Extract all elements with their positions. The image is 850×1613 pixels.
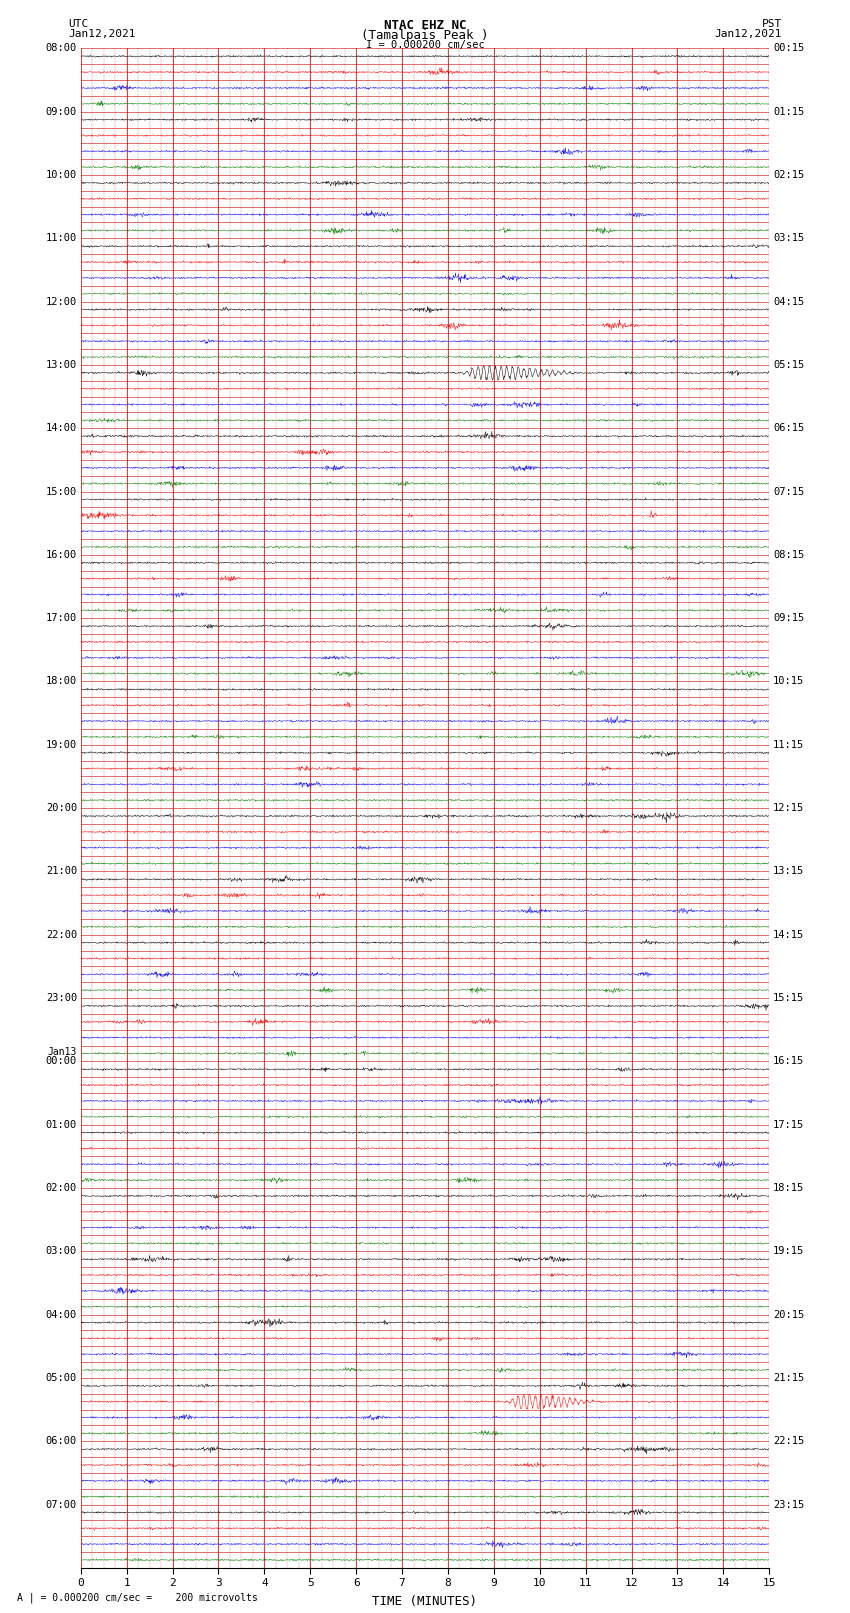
Text: (Tamalpais Peak ): (Tamalpais Peak ): [361, 29, 489, 42]
Text: 16:15: 16:15: [773, 1057, 804, 1066]
Text: Jan12,2021: Jan12,2021: [715, 29, 782, 39]
Text: 03:00: 03:00: [46, 1247, 77, 1257]
Text: 18:00: 18:00: [46, 676, 77, 687]
Text: 04:15: 04:15: [773, 297, 804, 306]
Text: 06:15: 06:15: [773, 423, 804, 434]
Text: 20:15: 20:15: [773, 1310, 804, 1319]
Text: 21:15: 21:15: [773, 1373, 804, 1382]
Text: 14:15: 14:15: [773, 929, 804, 940]
Text: 09:15: 09:15: [773, 613, 804, 623]
Text: 12:00: 12:00: [46, 297, 77, 306]
Text: 14:00: 14:00: [46, 423, 77, 434]
Text: 12:15: 12:15: [773, 803, 804, 813]
Text: I = 0.000200 cm/sec: I = 0.000200 cm/sec: [366, 40, 484, 50]
Text: 17:15: 17:15: [773, 1119, 804, 1129]
Text: 17:00: 17:00: [46, 613, 77, 623]
Text: Jan12,2021: Jan12,2021: [68, 29, 135, 39]
X-axis label: TIME (MINUTES): TIME (MINUTES): [372, 1595, 478, 1608]
Text: 02:15: 02:15: [773, 169, 804, 181]
Text: 04:00: 04:00: [46, 1310, 77, 1319]
Text: 01:15: 01:15: [773, 106, 804, 116]
Text: 09:00: 09:00: [46, 106, 77, 116]
Text: 19:15: 19:15: [773, 1247, 804, 1257]
Text: 07:00: 07:00: [46, 1500, 77, 1510]
Text: PST: PST: [762, 19, 782, 29]
Text: 00:15: 00:15: [773, 44, 804, 53]
Text: 10:15: 10:15: [773, 676, 804, 687]
Text: 11:00: 11:00: [46, 234, 77, 244]
Text: 19:00: 19:00: [46, 740, 77, 750]
Text: 05:00: 05:00: [46, 1373, 77, 1382]
Text: 22:15: 22:15: [773, 1436, 804, 1447]
Text: 02:00: 02:00: [46, 1182, 77, 1194]
Text: 05:15: 05:15: [773, 360, 804, 369]
Text: 01:00: 01:00: [46, 1119, 77, 1129]
Text: 00:00: 00:00: [46, 1057, 77, 1066]
Text: 22:00: 22:00: [46, 929, 77, 940]
Text: 21:00: 21:00: [46, 866, 77, 876]
Text: 08:00: 08:00: [46, 44, 77, 53]
Text: 06:00: 06:00: [46, 1436, 77, 1447]
Text: 18:15: 18:15: [773, 1182, 804, 1194]
Text: 03:15: 03:15: [773, 234, 804, 244]
Text: Jan13: Jan13: [48, 1047, 77, 1057]
Text: 23:00: 23:00: [46, 994, 77, 1003]
Text: 11:15: 11:15: [773, 740, 804, 750]
Text: 20:00: 20:00: [46, 803, 77, 813]
Text: 13:15: 13:15: [773, 866, 804, 876]
Text: 10:00: 10:00: [46, 169, 77, 181]
Text: 15:15: 15:15: [773, 994, 804, 1003]
Text: 13:00: 13:00: [46, 360, 77, 369]
Text: 23:15: 23:15: [773, 1500, 804, 1510]
Text: 08:15: 08:15: [773, 550, 804, 560]
Text: A | = 0.000200 cm/sec =    200 microvolts: A | = 0.000200 cm/sec = 200 microvolts: [17, 1592, 258, 1603]
Text: 15:00: 15:00: [46, 487, 77, 497]
Text: 07:15: 07:15: [773, 487, 804, 497]
Text: UTC: UTC: [68, 19, 88, 29]
Text: 16:00: 16:00: [46, 550, 77, 560]
Text: NTAC EHZ NC: NTAC EHZ NC: [383, 19, 467, 32]
